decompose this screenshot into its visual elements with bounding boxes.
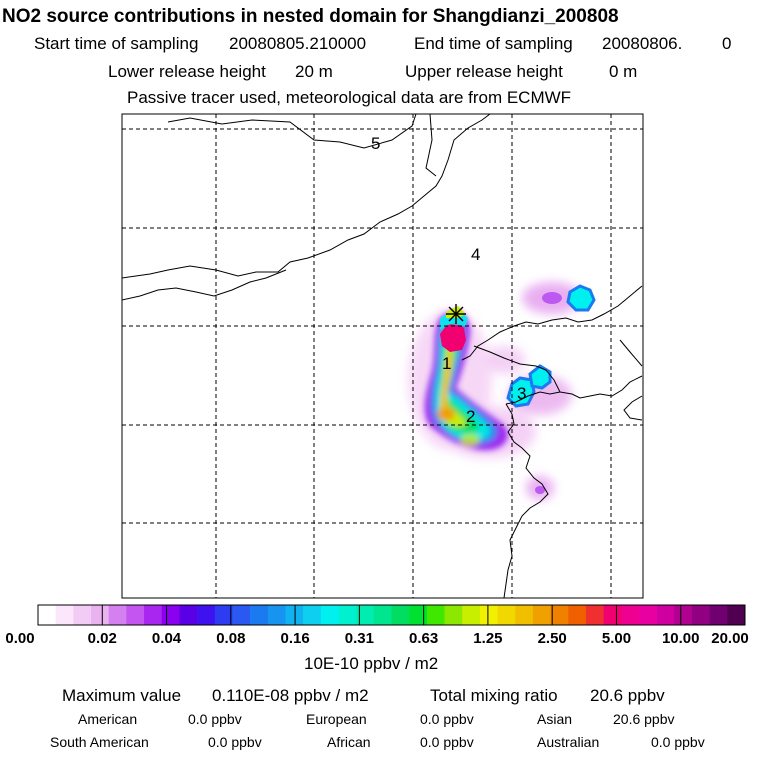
colorbar <box>37 604 746 626</box>
colorbar-tick-label: 10.00 <box>661 630 700 647</box>
colorbar-tick-label: 20.00 <box>711 630 749 647</box>
colorbar-tick-label: 2.50 <box>537 630 567 647</box>
colorbar-swatch <box>250 605 269 625</box>
region-asian-value: 20.6 ppbv <box>613 711 675 727</box>
colorbar-swatch <box>232 605 251 625</box>
colorbar-swatch <box>161 605 180 625</box>
colorbar-swatch <box>356 605 375 625</box>
colorbar-swatch <box>568 605 587 625</box>
region-african-value: 0.0 ppbv <box>420 734 474 750</box>
upper-release-label: Upper release height <box>405 62 563 81</box>
colorbar-tick-label: 0.04 <box>151 630 182 647</box>
region-label-2: 2 <box>466 407 475 426</box>
region-european-value: 0.0 ppbv <box>420 711 474 727</box>
colorbar-swatch <box>638 605 657 625</box>
region-australian-value: 0.0 ppbv <box>651 734 705 750</box>
colorbar-tick-label: 0.08 <box>216 630 246 647</box>
lower-release-label: Lower release height <box>108 62 266 81</box>
region-asian-label: Asian <box>537 711 573 727</box>
region-south-american-label: South American <box>50 734 149 750</box>
total-mixing-label: Total mixing ratio <box>430 686 558 705</box>
region-american-label: American <box>78 711 138 727</box>
map-frame <box>121 113 644 599</box>
colorbar-swatch <box>444 605 463 625</box>
region-label-5: 5 <box>371 134 380 153</box>
colorbar-swatch <box>285 605 304 625</box>
colorbar-swatch <box>73 605 92 625</box>
map-content <box>122 114 643 598</box>
colorbar-swatch <box>603 605 622 625</box>
colorbar-swatch <box>91 605 110 625</box>
colorbar-swatch <box>674 605 693 625</box>
colorbar-swatch <box>479 605 498 625</box>
colorbar-swatch <box>409 605 428 625</box>
colorbar-swatch <box>267 605 286 625</box>
region-south-american-value: 0.0 ppbv <box>208 734 262 750</box>
region-australian-label: Australian <box>537 734 600 750</box>
region-european-label: European <box>306 711 367 727</box>
colorbar-tick-label: 0.00 <box>5 630 35 647</box>
colorbar-swatch <box>426 605 445 625</box>
colorbar-swatch <box>338 605 357 625</box>
colorbar-swatch <box>727 605 746 625</box>
upper-release-value: 0 m <box>609 62 638 81</box>
region-african-label: African <box>327 734 371 750</box>
graticule <box>122 114 643 598</box>
lower-release-value: 20 m <box>295 62 333 81</box>
end-time-label: End time of sampling <box>414 34 573 53</box>
max-value-label: Maximum value <box>62 686 182 705</box>
region-american-value: 0.0 ppbv <box>188 711 242 727</box>
colorbar-swatch <box>55 605 74 625</box>
colorbar-swatch <box>197 605 216 625</box>
colorbar-swatch <box>144 605 163 625</box>
colorbar-swatch <box>214 605 233 625</box>
colorbar-swatch <box>38 605 56 625</box>
colorbar-swatch <box>373 605 392 625</box>
region-label-4: 4 <box>471 245 480 264</box>
start-time-value: 20080805.210000 <box>229 34 367 53</box>
colorbar-swatch <box>515 605 534 625</box>
colorbar-tick-label: 0.02 <box>87 630 117 647</box>
colorbar-tick-label: 0.63 <box>409 630 439 647</box>
colorbar-frame <box>37 604 746 626</box>
page-title: NO2 source contributions in nested domai… <box>2 6 619 27</box>
colorbar-units: 10E-10 ppbv / m2 <box>304 654 439 673</box>
colorbar-swatch <box>532 605 551 625</box>
receptor-asterisk-icon <box>446 304 466 324</box>
colorbar-swatch <box>585 605 604 625</box>
colorbar-swatch <box>621 605 640 625</box>
colorbar-swatch <box>179 605 198 625</box>
region-label-1: 1 <box>442 354 451 373</box>
colorbar-swatch <box>126 605 145 625</box>
colorbar-swatch <box>108 605 127 625</box>
region-label-3: 3 <box>517 384 526 403</box>
colorbar-tick-label: 0.31 <box>344 630 374 647</box>
start-time-label: Start time of sampling <box>34 34 199 53</box>
colorbar-swatch <box>709 605 728 625</box>
colorbar-tick-label: 0.16 <box>280 630 310 647</box>
colorbar-swatch <box>320 605 339 625</box>
colorbar-swatch <box>497 605 516 625</box>
max-value: 0.110E-08 ppbv / m2 <box>212 686 369 705</box>
colorbar-swatch <box>550 605 569 625</box>
colorbar-tick-label: 1.25 <box>473 630 503 647</box>
colorbar-swatch <box>462 605 481 625</box>
colorbar-swatch <box>656 605 675 625</box>
colorbar-tick-label: 5.00 <box>601 630 632 647</box>
colorbar-swatch <box>303 605 322 625</box>
end-time-value: 20080806. <box>602 34 683 53</box>
coastlines <box>122 114 643 598</box>
tracer-note: Passive tracer used, meteorological data… <box>127 88 572 107</box>
total-mixing-value: 20.6 ppbv <box>590 686 665 705</box>
end-time-suffix: 0 <box>722 34 732 53</box>
plume-secondary <box>506 284 596 494</box>
colorbar-swatch <box>391 605 410 625</box>
colorbar-swatch <box>691 605 710 625</box>
